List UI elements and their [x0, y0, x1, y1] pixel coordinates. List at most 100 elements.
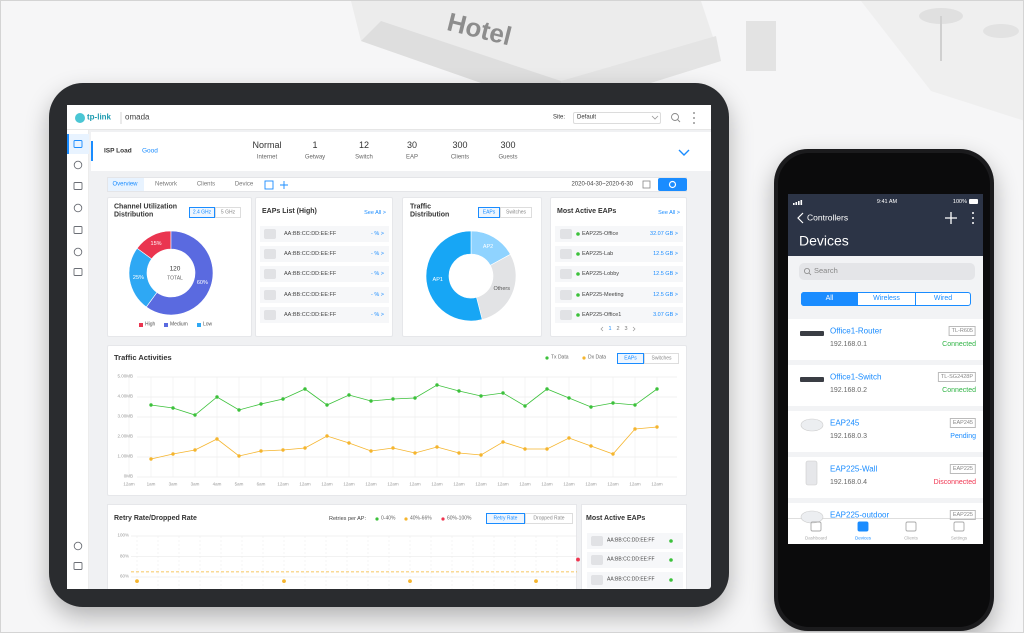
- list-row: [555, 246, 683, 262]
- device-row[interactable]: [788, 319, 983, 360]
- tab-label[interactable]: Devices: [854, 535, 872, 541]
- settings-button[interactable]: [658, 178, 687, 191]
- toggle-label[interactable]: Switches: [651, 354, 672, 361]
- search-box[interactable]: [799, 263, 975, 280]
- row-value[interactable]: - % >: [371, 291, 384, 298]
- y-tick-label: 2.00MB: [117, 433, 133, 439]
- filter[interactable]: Wireless: [873, 295, 900, 303]
- page-number[interactable]: 3: [624, 325, 628, 332]
- band-label[interactable]: 5 GHz: [220, 208, 236, 215]
- toggle-label[interactable]: Switches: [505, 208, 527, 215]
- data-point: [135, 579, 139, 583]
- status-dot: [576, 272, 580, 276]
- product: omada: [125, 112, 150, 122]
- back-link[interactable]: Controllers: [807, 212, 849, 223]
- tab[interactable]: Clients: [196, 181, 216, 188]
- x-tick-label: 6am: [256, 481, 266, 487]
- filter-divider: [915, 292, 916, 306]
- tab[interactable]: Overview: [112, 181, 138, 188]
- device-icon: [560, 310, 572, 320]
- toggle[interactable]: [478, 207, 500, 218]
- stat-value: Normal: [252, 140, 282, 151]
- sidebar-icon: [73, 140, 83, 148]
- search-icon: [808, 272, 812, 276]
- sidebar-item-active[interactable]: [67, 134, 89, 154]
- row-value[interactable]: - % >: [371, 230, 384, 237]
- site-value[interactable]: Default: [577, 114, 597, 121]
- band-toggle[interactable]: [189, 207, 215, 218]
- expand-chevron: [678, 149, 690, 156]
- device-row[interactable]: [788, 365, 983, 406]
- toggle-label[interactable]: EAPs: [482, 208, 496, 215]
- device-ip: 192.168.0.1: [830, 341, 867, 349]
- donut-label: AP1: [432, 277, 443, 284]
- filter[interactable]: Wired: [933, 295, 953, 303]
- see-all[interactable]: See All >: [364, 209, 386, 216]
- toggle[interactable]: [525, 513, 573, 524]
- site-select[interactable]: [573, 112, 661, 124]
- toggle[interactable]: [486, 513, 525, 524]
- legend-dot: [545, 356, 549, 360]
- band-label[interactable]: 2.4 GHz: [192, 208, 212, 215]
- donut-label: 60%: [196, 280, 208, 287]
- umbrella: [983, 24, 1019, 38]
- tab-label[interactable]: Clients: [904, 535, 918, 541]
- filter-active[interactable]: [801, 292, 858, 306]
- data-point: [576, 557, 580, 562]
- device-icon: [800, 510, 824, 524]
- brand-logo: [75, 113, 85, 123]
- see-all[interactable]: See All >: [658, 209, 680, 216]
- filter[interactable]: All: [825, 295, 834, 303]
- data-point: [611, 452, 615, 456]
- toggle[interactable]: [644, 353, 679, 364]
- device-icon: [591, 575, 603, 585]
- card-title: Traffic Distribution: [410, 203, 450, 218]
- status-dot: [669, 578, 673, 582]
- tab[interactable]: Network: [154, 181, 178, 188]
- list-row: [587, 572, 683, 588]
- legend-label: 60%-100%: [447, 515, 472, 522]
- data-point: [193, 413, 197, 417]
- y-tick-label: 5.00MB: [117, 373, 133, 379]
- row-value[interactable]: - % >: [371, 270, 384, 277]
- x-tick-label: 3am: [190, 481, 200, 487]
- stat-label: Switch: [355, 154, 373, 161]
- search-icon: [671, 113, 679, 121]
- toggle-label[interactable]: Dropped Rate: [533, 514, 565, 521]
- page-number[interactable]: 2: [616, 325, 620, 332]
- usage[interactable]: 3.07 GB >: [653, 311, 678, 318]
- x-tick-label: 12am: [585, 481, 597, 487]
- toggle-label[interactable]: EAPs: [624, 354, 637, 361]
- tab-label[interactable]: Dashboard: [804, 535, 828, 541]
- tab[interactable]: Device: [234, 181, 254, 188]
- toggle-label[interactable]: Retry Rate: [493, 514, 518, 521]
- sidebar-icon: [73, 541, 83, 551]
- x-tick-label: 12am: [123, 481, 135, 487]
- band-toggle[interactable]: [215, 207, 241, 218]
- data-point: [501, 391, 505, 395]
- usage[interactable]: 32.07 GB >: [650, 230, 678, 237]
- data-point: [413, 451, 417, 455]
- row-value[interactable]: - % >: [371, 250, 384, 257]
- data-point: [369, 449, 373, 453]
- usage[interactable]: 12.5 GB >: [653, 270, 678, 277]
- data-point: [149, 457, 153, 461]
- usage[interactable]: 12.5 GB >: [653, 250, 678, 257]
- x-tick-label: 12am: [343, 481, 355, 487]
- usage[interactable]: 12.5 GB >: [653, 291, 678, 298]
- page-number[interactable]: 1: [608, 325, 612, 332]
- toggle[interactable]: [617, 353, 644, 364]
- data-point: [523, 404, 527, 408]
- brand: tp-link: [87, 112, 111, 122]
- device-row[interactable]: [788, 411, 983, 452]
- device-row[interactable]: [788, 457, 983, 498]
- device-name: Office1-Switch: [830, 372, 882, 382]
- page-prev: [600, 326, 604, 332]
- legend-swatch: [139, 323, 143, 327]
- row-value[interactable]: - % >: [371, 311, 384, 318]
- toggle[interactable]: [500, 207, 532, 218]
- tab-label[interactable]: Settings: [950, 535, 968, 541]
- data-point: [347, 441, 351, 445]
- status-dot: [576, 313, 580, 317]
